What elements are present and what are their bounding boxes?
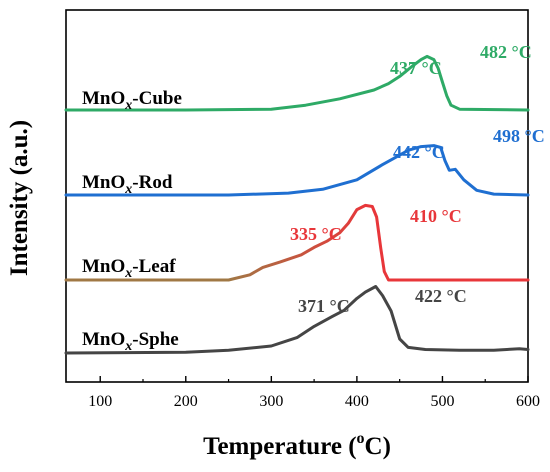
x-axis-label-main: Temperature ( xyxy=(203,433,356,460)
x-tick-label-200: 200 xyxy=(174,393,198,410)
x-tick-label-400: 400 xyxy=(345,393,369,410)
x-axis-label-end: C) xyxy=(365,433,391,460)
series-line-leaf xyxy=(64,203,530,282)
series-label-sub: x xyxy=(124,266,132,281)
series-label-suffix: -Rod xyxy=(132,172,173,193)
series-label-prefix: MnO xyxy=(82,329,125,350)
series-label-rod: MnOx-Rod xyxy=(82,172,173,197)
series-label-sphe: MnOx-Sphe xyxy=(82,329,179,354)
series-line-cube xyxy=(64,54,530,112)
peak-label-cube-437: 437 °C xyxy=(390,58,442,78)
x-tick-label-500: 500 xyxy=(430,393,454,410)
x-tick-label-100: 100 xyxy=(88,393,112,410)
series-label-suffix: -Leaf xyxy=(132,256,176,277)
x-axis-ticks: 100 200 300 400 500 600 xyxy=(88,376,540,410)
series-layer xyxy=(64,54,530,355)
series-label-suffix: -Sphe xyxy=(132,329,178,350)
series-label-sub: x xyxy=(124,339,132,354)
peak-label-sphe-422: 422 °C xyxy=(415,286,467,306)
peak-label-leaf-410: 410 °C xyxy=(410,206,462,226)
series-label-leaf: MnOx-Leaf xyxy=(82,256,176,281)
series-label-suffix: -Cube xyxy=(132,88,182,109)
x-axis-label: Temperature (oC) xyxy=(203,430,391,460)
x-axis-label-sup: o xyxy=(357,430,365,447)
x-tick-label-600: 600 xyxy=(516,393,540,410)
series-line-rod xyxy=(64,144,530,197)
peak-label-rod-498: 498 °C xyxy=(493,126,545,146)
series-label-prefix: MnO xyxy=(82,88,125,109)
peak-label-leaf-335: 335 °C xyxy=(290,224,342,244)
series-label-sub: x xyxy=(124,98,132,113)
peak-label-cube-482: 482 °C xyxy=(480,42,532,62)
series-label-prefix: MnO xyxy=(82,172,125,193)
series-line-sphe xyxy=(64,285,530,355)
x-tick-label-300: 300 xyxy=(259,393,283,410)
peak-label-rod-442: 442 °C xyxy=(393,142,445,162)
series-label-cube: MnOx-Cube xyxy=(82,88,182,113)
y-axis-label: Intensity (a.u.) xyxy=(6,120,33,276)
peak-label-sphe-371: 371 °C xyxy=(298,296,350,316)
series-label-prefix: MnO xyxy=(82,256,125,277)
series-label-sub: x xyxy=(124,182,132,197)
